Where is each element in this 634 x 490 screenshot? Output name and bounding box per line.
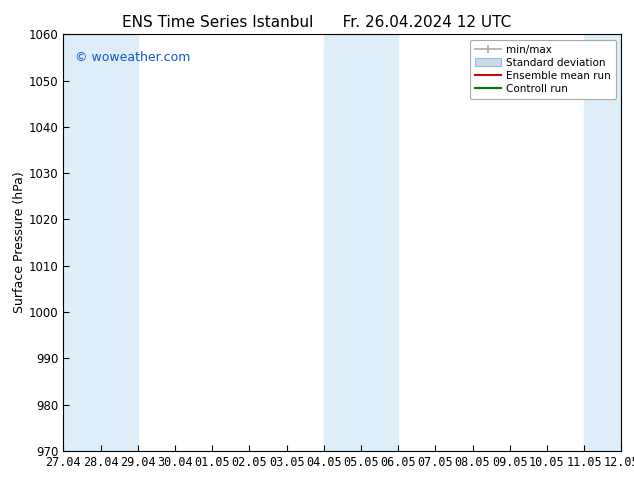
Bar [63, 34, 101, 451]
Legend: min/max, Standard deviation, Ensemble mean run, Controll run: min/max, Standard deviation, Ensemble me… [470, 40, 616, 99]
Bar [324, 34, 361, 451]
Text: ENS Time Series Istanbul      Fr. 26.04.2024 12 UTC: ENS Time Series Istanbul Fr. 26.04.2024 … [122, 15, 512, 30]
Y-axis label: Surface Pressure (hPa): Surface Pressure (hPa) [13, 172, 26, 314]
Text: © woweather.com: © woweather.com [75, 51, 190, 64]
Bar [584, 34, 621, 451]
Bar [101, 34, 138, 451]
Bar [361, 34, 398, 451]
